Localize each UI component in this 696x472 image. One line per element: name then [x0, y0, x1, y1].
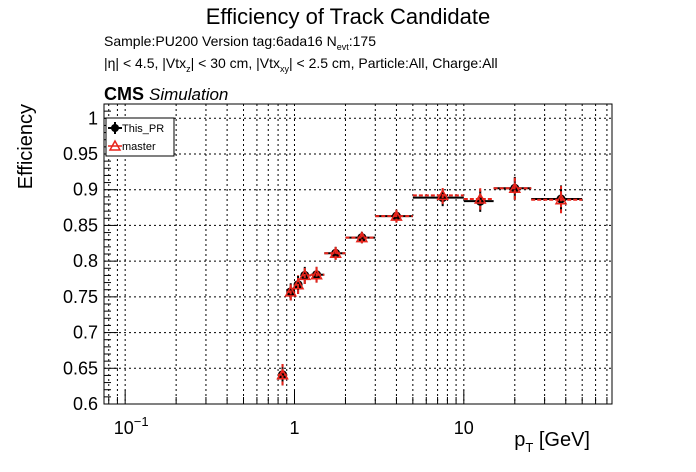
- y-tick-label: 0.75: [63, 287, 98, 307]
- data-point: [310, 268, 323, 280]
- x-axis-label: pT [GeV]: [514, 429, 590, 455]
- y-tick-label: 0.65: [63, 358, 98, 378]
- y-axis-label: Efficiency: [15, 104, 37, 189]
- simulation-text: Simulation: [149, 85, 229, 104]
- y-tick-label: 1: [88, 108, 98, 128]
- tick-labels: 0.6 0.65 0.7 0.75 0.8 0.85 0.9 0.95 1 10−1 1 10: [63, 108, 474, 438]
- cms-text: CMS: [104, 84, 144, 104]
- sample-info-subscript: evt: [336, 41, 349, 52]
- sample-info-suffix: :175: [348, 33, 376, 49]
- data-point: [508, 181, 522, 194]
- cuts-part-2: | < 30 cm, |Vtx: [190, 55, 280, 71]
- cuts-part-1: |η| < 4.5, |Vtx: [104, 55, 187, 71]
- grid-lines: [104, 104, 612, 405]
- x-tick-label: 1: [289, 418, 299, 438]
- data-point: [276, 368, 289, 380]
- x-tick-label: 10−1: [114, 414, 149, 438]
- y-tick-label: 0.95: [63, 144, 98, 164]
- axis-ticks: [104, 103, 608, 405]
- y-tick-label: 0.85: [63, 215, 98, 235]
- x-axis-label-sub: T: [525, 440, 533, 455]
- series-master: [276, 176, 583, 386]
- y-tick-label: 0.7: [73, 323, 98, 343]
- y-tick-label: 0.9: [73, 180, 98, 200]
- x-axis-label-unit: [GeV]: [533, 429, 590, 451]
- cuts-sub-1: z: [186, 63, 191, 74]
- data-point: [473, 192, 487, 204]
- data-point: [436, 188, 449, 201]
- cuts-sub-2: xy: [279, 63, 289, 74]
- y-tick-label: 0.6: [73, 394, 98, 414]
- plot-frame: [103, 103, 613, 405]
- data-point: [298, 268, 312, 281]
- cuts-part-3: | < 2.5 cm, Particle:All, Charge:All: [288, 55, 498, 71]
- data-point: [284, 285, 297, 297]
- series-this-pr: [278, 176, 583, 386]
- data-point: [390, 209, 403, 221]
- x-tick-label: 10: [454, 418, 474, 438]
- legend-master-label: master: [122, 141, 156, 153]
- legend-master-marker: [108, 139, 122, 151]
- cms-label: CMS Simulation: [104, 84, 228, 105]
- data-point: [291, 278, 305, 290]
- data-marks: [276, 176, 583, 386]
- sample-info-prefix: Sample:PU200 Version tag:6ada16 N: [104, 33, 337, 49]
- x-axis-label-main: p: [514, 429, 525, 451]
- data-point: [355, 231, 369, 243]
- y-tick-label: 0.8: [73, 251, 98, 271]
- legend-this-pr-label: This_PR: [122, 123, 164, 135]
- chart-title: Efficiency of Track Candidate: [205, 4, 491, 29]
- selection-cuts: |η| < 4.5, |Vtxz| < 30 cm, |Vtxxy| < 2.5…: [104, 55, 498, 74]
- sample-info: Sample:PU200 Version tag:6ada16 Nevt:175: [104, 33, 376, 52]
- data-point: [554, 193, 568, 205]
- legend-this-pr-marker: [111, 124, 119, 132]
- data-point: [329, 246, 342, 259]
